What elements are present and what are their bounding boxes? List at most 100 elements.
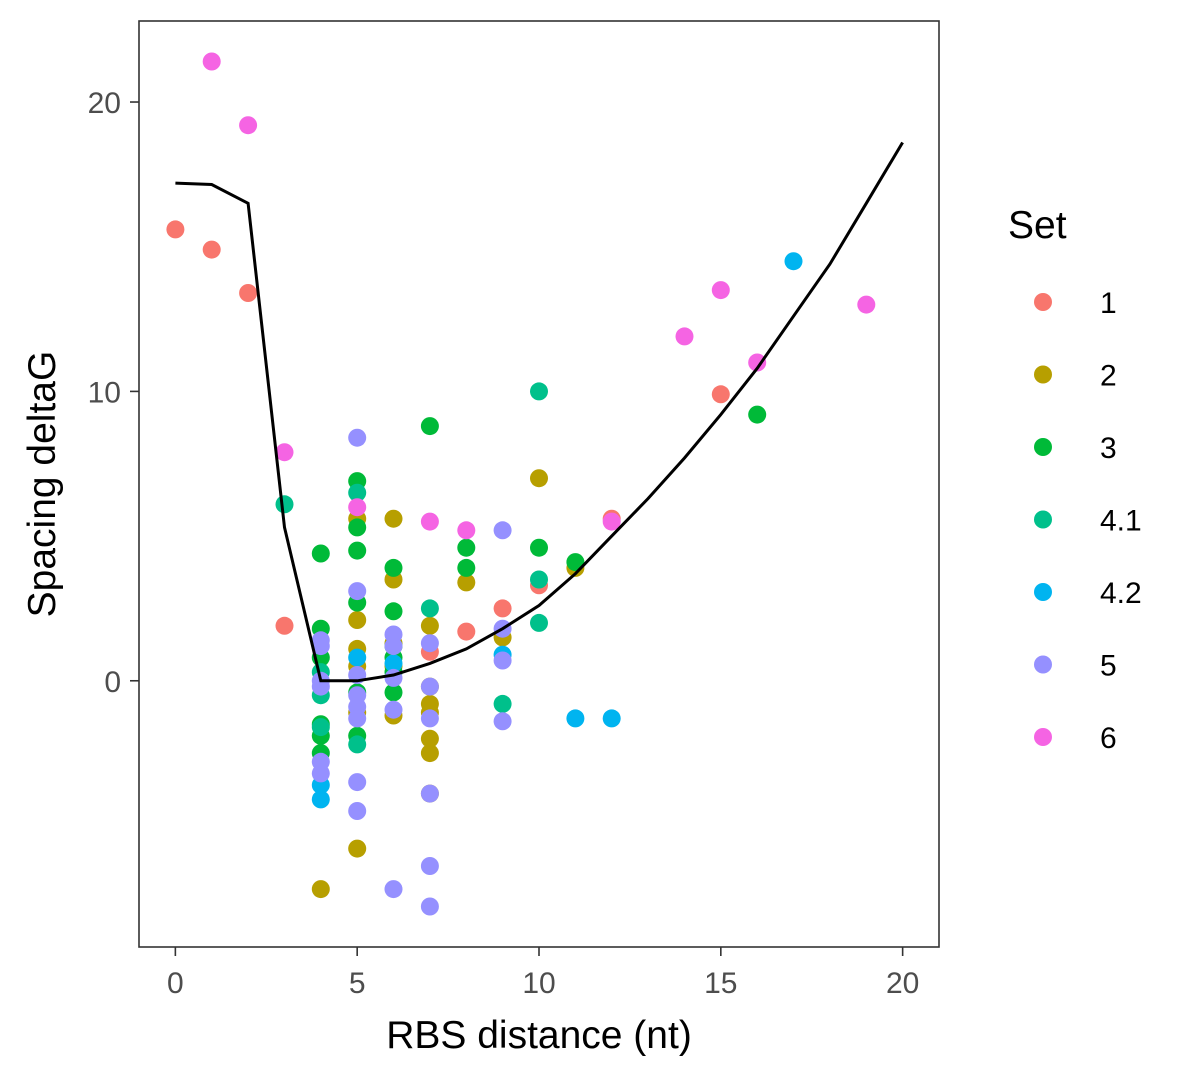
data-point-set-1 bbox=[166, 220, 185, 239]
data-point-set-1 bbox=[239, 284, 258, 302]
data-point-set-4-2 bbox=[566, 709, 585, 728]
data-point-set-6 bbox=[239, 116, 258, 135]
legend-label: 3 bbox=[1100, 432, 1117, 465]
data-point-set-4-1 bbox=[348, 483, 367, 502]
x-axis-title: RBS distance (nt) bbox=[386, 1014, 692, 1057]
data-point-set-1 bbox=[202, 240, 221, 259]
y-tick-label: 10 bbox=[88, 376, 121, 409]
legend-key-4-1 bbox=[1034, 510, 1052, 529]
data-point-set-3 bbox=[530, 538, 548, 557]
data-point-set-3 bbox=[348, 541, 367, 560]
y-tick-label: 0 bbox=[104, 666, 121, 699]
data-point-set-4-1 bbox=[493, 694, 512, 713]
data-point-set-3 bbox=[457, 538, 476, 557]
data-point-set-2 bbox=[420, 729, 439, 748]
data-point-set-1 bbox=[493, 599, 512, 618]
data-point-set-4-2 bbox=[784, 252, 803, 271]
data-point-set-2 bbox=[348, 839, 367, 858]
data-point-set-6 bbox=[675, 327, 694, 346]
data-point-set-4-1 bbox=[530, 613, 548, 632]
data-point-set-4-2 bbox=[311, 790, 330, 809]
data-point-set-6 bbox=[457, 521, 476, 540]
data-point-set-6 bbox=[748, 353, 767, 372]
data-point-set-5 bbox=[384, 700, 403, 719]
trend-layer bbox=[175, 141, 904, 683]
data-point-set-3 bbox=[384, 558, 403, 577]
data-point-set-5 bbox=[493, 712, 512, 731]
points-layer bbox=[166, 52, 876, 916]
data-point-set-4-1 bbox=[348, 735, 367, 754]
data-point-set-5 bbox=[311, 637, 330, 656]
data-point-set-6 bbox=[348, 498, 367, 517]
data-point-set-4-2 bbox=[602, 709, 621, 728]
data-point-set-5 bbox=[348, 802, 367, 820]
x-tick-label: 20 bbox=[886, 967, 919, 1000]
data-point-set-2 bbox=[530, 469, 548, 488]
legend-key-3 bbox=[1034, 438, 1052, 456]
data-point-set-3 bbox=[311, 544, 330, 563]
data-point-set-4-2 bbox=[384, 654, 403, 673]
x-tick-label: 15 bbox=[704, 967, 737, 1000]
data-point-set-5 bbox=[311, 764, 330, 783]
data-point-set-1 bbox=[457, 622, 476, 641]
data-point-set-4-1 bbox=[311, 718, 330, 737]
legend-key-2 bbox=[1034, 365, 1052, 384]
fit-line bbox=[175, 141, 904, 683]
y-axis-title: Spacing deltaG bbox=[21, 351, 64, 618]
legend-label: 6 bbox=[1100, 722, 1117, 755]
data-point-set-1 bbox=[711, 385, 730, 404]
data-point-set-5 bbox=[420, 634, 439, 653]
data-point-set-6 bbox=[420, 512, 439, 531]
data-point-set-2 bbox=[457, 573, 476, 592]
data-point-set-5 bbox=[384, 637, 403, 656]
data-point-set-5 bbox=[420, 857, 439, 875]
data-point-set-4-1 bbox=[530, 382, 548, 401]
y-axis: 0 10 20 bbox=[88, 87, 139, 699]
legend-key-5 bbox=[1034, 655, 1052, 674]
data-point-set-5 bbox=[420, 784, 439, 803]
data-point-set-5 bbox=[348, 582, 367, 601]
legend-key-6 bbox=[1034, 728, 1052, 746]
legend-key-1 bbox=[1034, 293, 1052, 311]
data-point-set-3 bbox=[348, 518, 367, 537]
data-point-set-3 bbox=[420, 417, 439, 436]
data-point-set-2 bbox=[420, 616, 439, 635]
legend-label: 4.1 bbox=[1100, 505, 1142, 538]
data-point-set-4-1 bbox=[275, 495, 294, 514]
data-point-set-3 bbox=[384, 683, 403, 702]
legend: Set 1 2 3 4.1 4.2 5 6 bbox=[1008, 204, 1142, 755]
data-point-set-1 bbox=[275, 616, 294, 635]
data-point-set-5 bbox=[348, 709, 367, 728]
data-point-set-3 bbox=[748, 405, 767, 424]
data-point-set-2 bbox=[311, 880, 330, 899]
legend-label: 5 bbox=[1100, 650, 1117, 683]
x-axis: 0 5 10 15 20 bbox=[167, 947, 919, 1000]
legend-label: 1 bbox=[1100, 287, 1117, 320]
data-point-set-6 bbox=[602, 512, 621, 531]
data-point-set-5 bbox=[384, 880, 403, 899]
data-point-set-4-1 bbox=[530, 570, 548, 589]
data-point-set-5 bbox=[348, 773, 367, 792]
x-tick-label: 0 bbox=[167, 967, 184, 1000]
y-tick-label: 20 bbox=[88, 87, 121, 120]
data-point-set-5 bbox=[348, 428, 367, 447]
legend-key-4-2 bbox=[1034, 583, 1052, 601]
data-point-set-5 bbox=[420, 709, 439, 728]
x-tick-label: 5 bbox=[349, 967, 366, 1000]
data-point-set-3 bbox=[457, 558, 476, 577]
data-point-set-3 bbox=[566, 553, 585, 572]
data-point-set-6 bbox=[202, 52, 221, 71]
data-point-set-3 bbox=[384, 602, 403, 621]
data-point-set-6 bbox=[857, 295, 876, 314]
data-point-set-5 bbox=[493, 521, 512, 540]
data-point-set-2 bbox=[420, 744, 439, 763]
data-point-set-5 bbox=[420, 897, 439, 916]
data-point-set-5 bbox=[420, 677, 439, 696]
legend-title: Set bbox=[1008, 204, 1067, 247]
data-point-set-2 bbox=[384, 509, 403, 528]
data-point-set-4-1 bbox=[420, 599, 439, 618]
legend-label: 4.2 bbox=[1100, 577, 1142, 610]
data-point-set-6 bbox=[711, 281, 730, 300]
legend-label: 2 bbox=[1100, 360, 1117, 393]
